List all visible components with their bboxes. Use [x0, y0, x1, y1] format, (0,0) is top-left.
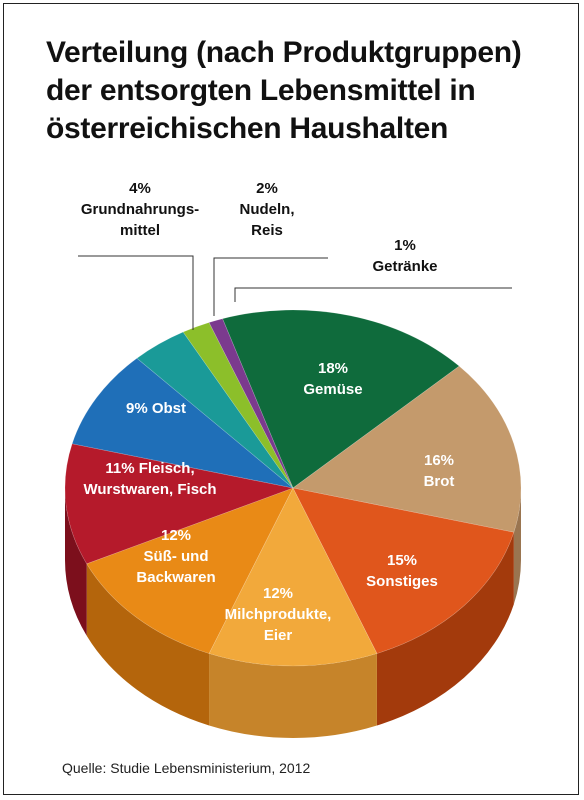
slice-side-suesswaren — [86, 563, 210, 726]
pie-side-walls — [65, 488, 521, 739]
title-line-1: Verteilung (nach Produktgruppen) — [46, 36, 522, 69]
label-milchprodukte-line-2: Milchprodukte, — [225, 606, 332, 623]
label-grundnahrungsmittel: 4% Grundnahrungs-mittel — [81, 180, 199, 239]
label-gemuese-line-2: Gemüse — [303, 381, 362, 398]
label-nudeln: 2% Nudeln, Reis — [240, 180, 295, 239]
label-fleisch: 11% Fleisch, Wurstwaren, Fisch — [83, 460, 216, 498]
label-sonstiges-line-1: 15% — [387, 552, 417, 569]
label-milchprodukte-line-1: 12% — [263, 585, 293, 602]
slice-labels: 18% Gemüse 16% Brot 15% Sonstiges 12% Milchprod… — [81, 180, 455, 644]
label-grundnahrungsmittel-line-3: mittel — [120, 222, 160, 239]
title-line-2: der entsorgten Lebensmittel in — [46, 74, 476, 107]
label-sonstiges-line-2: Sonstiges — [366, 573, 438, 590]
label-nudeln-line-3: Reis — [251, 222, 283, 239]
label-sonstiges: 15% Sonstiges — [366, 552, 438, 590]
label-grundnahrungsmittel-line-2: Grundnahrungs- — [81, 201, 199, 218]
label-obst: 9% Obst — [126, 400, 186, 417]
slice-grundnahrungsmittel — [136, 331, 294, 489]
slice-side-sonstiges — [376, 532, 514, 726]
title-line-3: österreichischen Haushalten — [46, 112, 449, 145]
slice-getraenke — [208, 318, 294, 489]
leader-line-nudeln — [213, 257, 328, 316]
slice-side-brot — [513, 488, 521, 605]
label-fleisch-line-1: 11% Fleisch, — [105, 460, 194, 477]
label-grundnahrungsmittel-line-1: 4% — [129, 180, 151, 197]
slice-obst — [71, 357, 294, 489]
label-milchprodukte: 12% Milchprodukte, Eier — [225, 585, 332, 644]
pie-slices — [64, 309, 522, 667]
slice-brot — [292, 365, 522, 533]
label-suesswaren-line-2: Süß- und — [144, 548, 209, 565]
leader-line-grundnahrungsmittel — [78, 255, 194, 330]
label-suesswaren-line-3: Backwaren — [136, 569, 215, 586]
leader-lines — [78, 255, 512, 330]
label-nudeln-line-2: Nudeln, — [240, 201, 295, 218]
slice-nudeln — [182, 322, 294, 489]
label-fleisch-line-2: Wurstwaren, Fisch — [83, 481, 216, 498]
label-brot: 16% Brot — [424, 452, 455, 490]
slice-side-milchprodukte — [209, 653, 377, 739]
label-suesswaren: 12% Süß- und Backwaren — [136, 527, 215, 586]
slice-milchprodukte — [208, 487, 378, 667]
label-obst-line-1: 9% Obst — [126, 400, 186, 417]
label-suesswaren-line-1: 12% — [161, 527, 191, 544]
slice-gemuese — [222, 309, 460, 489]
label-milchprodukte-line-3: Eier — [264, 627, 293, 644]
label-getraenke: 1% Getränke — [372, 237, 437, 275]
label-brot-line-1: 16% — [424, 452, 454, 469]
label-getraenke-line-2: Getränke — [372, 258, 437, 275]
leader-line-getraenke — [234, 287, 512, 302]
label-gemuese-line-1: 18% — [318, 360, 348, 377]
slice-suesswaren — [86, 487, 294, 654]
slice-sonstiges — [292, 487, 515, 654]
source-note: Quelle: Studie Lebensministerium, 2012 — [62, 760, 311, 776]
slice-side-fleisch — [65, 488, 87, 636]
slice-fleisch — [64, 443, 295, 565]
label-gemuese: 18% Gemüse — [303, 360, 362, 398]
label-brot-line-2: Brot — [424, 473, 455, 490]
label-nudeln-line-1: 2% — [256, 180, 278, 197]
chart-title: Verteilung (nach Produktgruppen) der ent… — [46, 34, 546, 148]
label-getraenke-line-1: 1% — [394, 237, 416, 254]
